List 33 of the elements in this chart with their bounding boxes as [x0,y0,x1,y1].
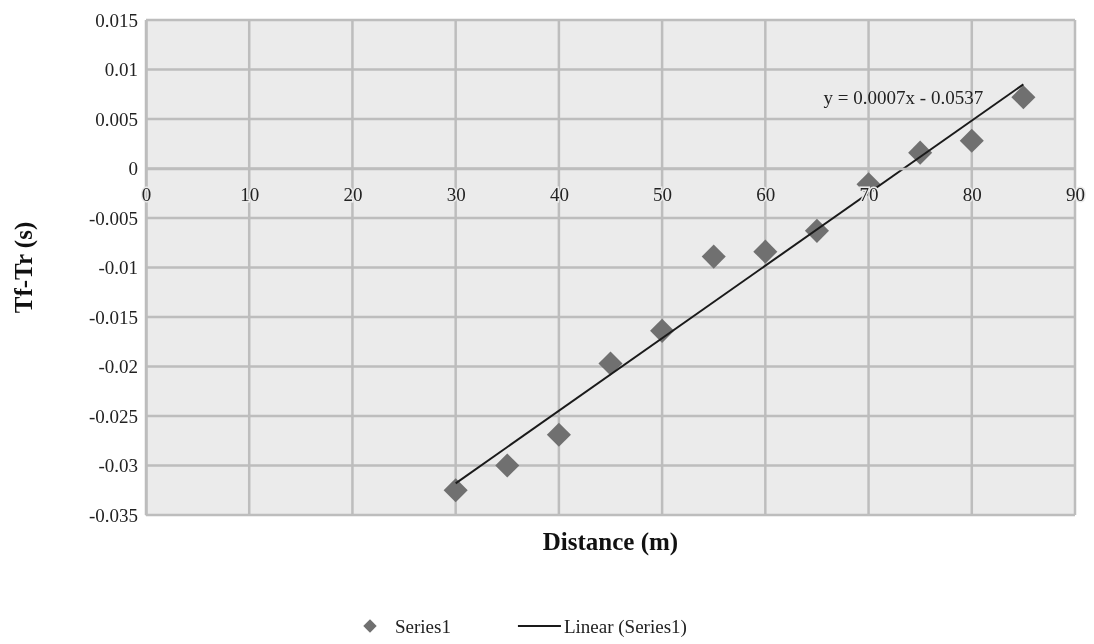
y-tick-label: -0.02 [98,356,138,378]
x-axis-title: Distance (m) [542,528,679,556]
x-tick-label: 90 [1066,183,1085,205]
point [959,128,984,153]
y-tick-label: -0.03 [98,455,138,477]
x-tick-label: 10 [240,183,260,205]
y-tick-label: 0.005 [95,108,138,130]
y-tick-label: -0.01 [98,257,138,279]
y-axis-title: Tf-Tr (s) [10,221,38,314]
x-tick-label: 50 [653,183,673,205]
y-tick-label: 0 [128,158,138,180]
y-tick-label: -0.015 [88,306,138,328]
point [753,239,778,264]
point [598,351,623,376]
y-tick-label: -0.005 [88,207,138,229]
point [546,422,571,447]
point [1011,85,1036,110]
y-tick-label: 0.01 [104,59,138,81]
y-tick-label: 0.015 [95,9,138,31]
point [443,478,468,503]
point [701,244,726,269]
point [495,453,520,478]
legend-label: Series1 [395,616,451,637]
x-tick-label: 40 [549,183,569,205]
x-tick-label: 80 [962,183,982,205]
x-tick-label: 0 [141,183,152,205]
y-tick-label: -0.025 [88,405,138,427]
y-tick-label: -0.035 [88,504,138,526]
x-tick-label: 30 [446,183,466,205]
x-tick-label: 20 [343,183,363,205]
x-tick-label: 60 [756,183,776,205]
annotation: y = 0.0007x - 0.0537 [823,87,984,109]
legend-label: Linear (Series1) [563,616,687,638]
